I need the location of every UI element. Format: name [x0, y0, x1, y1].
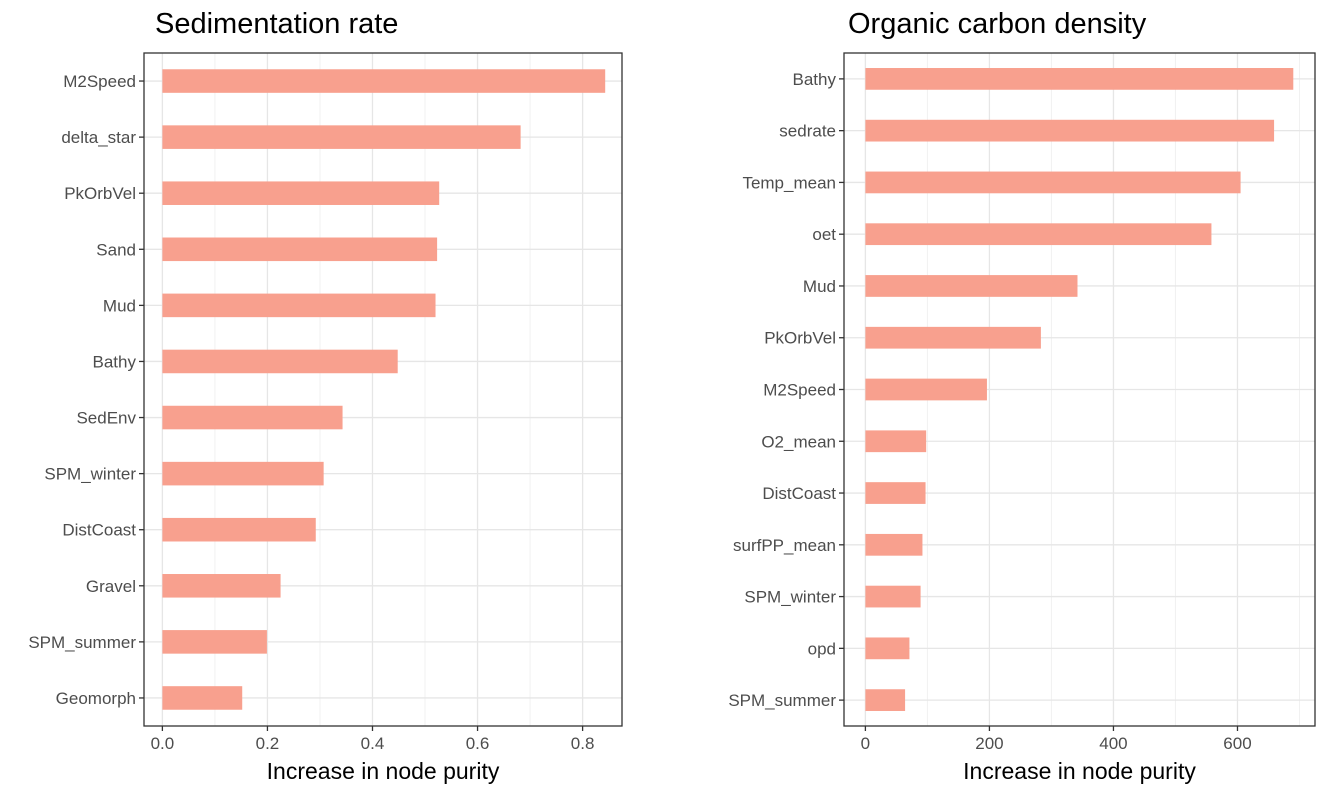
y-tick-label: O2_mean	[761, 432, 836, 451]
bar-sedrate	[865, 119, 1275, 142]
y-tick-label: delta_star	[61, 128, 136, 147]
bar-spm-summer	[865, 689, 906, 711]
y-tick-label: Sand	[96, 240, 136, 259]
x-tick-label: 200	[975, 734, 1003, 753]
bar-spm-winter	[162, 461, 324, 486]
y-tick-label: SPM_summer	[728, 691, 836, 710]
bar-gravel	[162, 574, 281, 598]
y-tick-label: SPM_winter	[744, 588, 836, 607]
y-tick-label: Bathy	[793, 70, 837, 89]
bar-bathy	[162, 349, 398, 374]
x-tick-label: 0.2	[256, 734, 280, 753]
y-tick-label: Bathy	[93, 352, 137, 371]
chart-svg-sedimentation-rate: M2Speed delta_star PkOrbVel Sand Mud Bathy Sed…	[28, 52, 623, 784]
plot-area	[144, 53, 622, 726]
bar-distcoast	[162, 517, 316, 542]
x-tick-label: 0.8	[571, 734, 595, 753]
y-tick-label: Mud	[103, 296, 136, 315]
y-tick-label: opd	[808, 639, 836, 658]
chart-panel-organic-carbon-density: Organic carbon density Bathy sedrate Temp_…	[680, 0, 1317, 792]
bar-m2speed	[162, 69, 606, 93]
bar-spm-summer	[162, 630, 267, 654]
chart-panel-sedimentation-rate: Sedimentation rate M2Speed delta_star PkOr…	[0, 0, 640, 792]
bar-geomorph	[162, 686, 243, 710]
bar-mud	[162, 293, 436, 318]
bar-temp-mean	[865, 171, 1241, 194]
y-tick-label: Mud	[803, 277, 836, 296]
bar-pkorbvel	[865, 326, 1041, 349]
bar-oet	[865, 223, 1212, 246]
bar-m2speed	[865, 378, 987, 401]
x-axis-label: Increase in node purity	[963, 758, 1196, 784]
x-tick-label: 0.6	[466, 734, 490, 753]
chart-title: Organic carbon density	[848, 8, 1147, 40]
y-tick-label: DistCoast	[62, 521, 136, 540]
x-tick-label: 0.4	[361, 734, 385, 753]
y-tick-label: sedrate	[779, 122, 836, 141]
y-tick-label: SPM_summer	[28, 633, 136, 652]
bar-distcoast	[865, 482, 926, 504]
y-tick-label: M2Speed	[763, 381, 836, 400]
y-tick-label: oet	[812, 225, 836, 244]
plot-border	[143, 52, 623, 727]
bar-sedenv	[162, 405, 343, 430]
y-tick-label: PkOrbVel	[64, 184, 136, 203]
y-tick-label: surfPP_mean	[733, 536, 836, 555]
x-tick-label: 0	[861, 734, 870, 753]
bar-sand	[162, 237, 438, 262]
y-tick-label: SedEnv	[76, 409, 136, 428]
bar-opd	[865, 637, 910, 660]
bar-surfpp-mean	[865, 533, 923, 556]
bar-o2-mean	[865, 430, 927, 453]
x-tick-label: 600	[1223, 734, 1251, 753]
y-tick-label: Gravel	[86, 577, 136, 596]
y-tick-label: Temp_mean	[742, 173, 836, 192]
x-tick-label: 0.0	[151, 734, 175, 753]
y-tick-label: PkOrbVel	[764, 329, 836, 348]
bar-bathy	[865, 68, 1294, 90]
bar-spm-winter	[865, 585, 921, 608]
y-tick-label: DistCoast	[762, 484, 836, 503]
bar-mud	[865, 275, 1078, 297]
x-tick-label: 400	[1099, 734, 1127, 753]
chart-title: Sedimentation rate	[155, 8, 399, 40]
y-tick-label: SPM_winter	[44, 465, 136, 484]
bar-pkorbvel	[162, 181, 440, 205]
bar-delta-star	[162, 125, 521, 149]
x-axis-label: Increase in node purity	[267, 758, 500, 784]
y-tick-label: M2Speed	[63, 72, 136, 91]
y-tick-label: Geomorph	[56, 689, 136, 708]
